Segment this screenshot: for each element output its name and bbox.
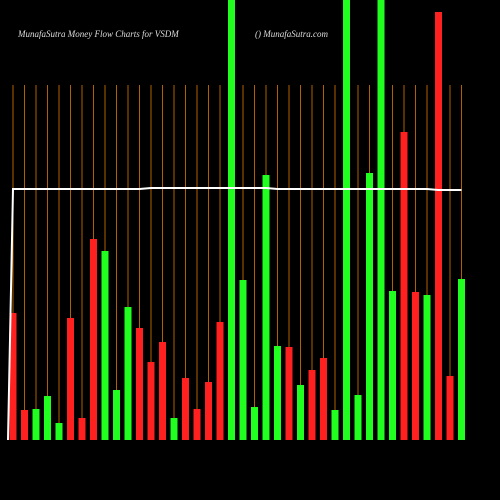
bar: [446, 376, 454, 440]
bar: [297, 385, 304, 440]
bar: [377, 0, 385, 440]
bar: [113, 390, 120, 440]
bar: [262, 175, 270, 440]
bar: [55, 423, 63, 440]
bar: [320, 358, 327, 440]
bar: [90, 239, 97, 440]
bar: [285, 347, 293, 440]
chart-subtitle: () MunafaSutra.com: [255, 29, 328, 39]
bar: [193, 409, 201, 440]
bar: [205, 382, 212, 440]
bar: [170, 418, 178, 440]
bar: [44, 396, 51, 440]
bar: [251, 407, 258, 440]
bar: [400, 132, 408, 440]
bar: [32, 409, 40, 440]
bar: [21, 410, 28, 440]
bar: [423, 295, 431, 440]
bar: [228, 0, 235, 440]
bar: [331, 410, 339, 440]
bar: [354, 395, 362, 440]
bar: [136, 328, 143, 440]
bar: [239, 280, 247, 440]
bar: [458, 279, 465, 440]
line: [7, 187, 462, 441]
bar: [412, 292, 419, 440]
bar: [101, 251, 109, 440]
bar: [308, 370, 316, 440]
bar: [435, 12, 442, 440]
bar: [78, 418, 86, 440]
bar: [124, 307, 132, 440]
chart-title: MunafaSutra Money Flow Charts for VSDM: [17, 29, 179, 39]
bar: [182, 378, 189, 440]
bar: [67, 318, 74, 440]
bar: [9, 313, 17, 440]
bar: [147, 362, 155, 440]
bar: [159, 342, 166, 440]
bar: [366, 173, 373, 440]
bar: [389, 291, 396, 440]
bar: [216, 322, 224, 440]
bar: [274, 346, 281, 440]
bar: [343, 0, 350, 440]
